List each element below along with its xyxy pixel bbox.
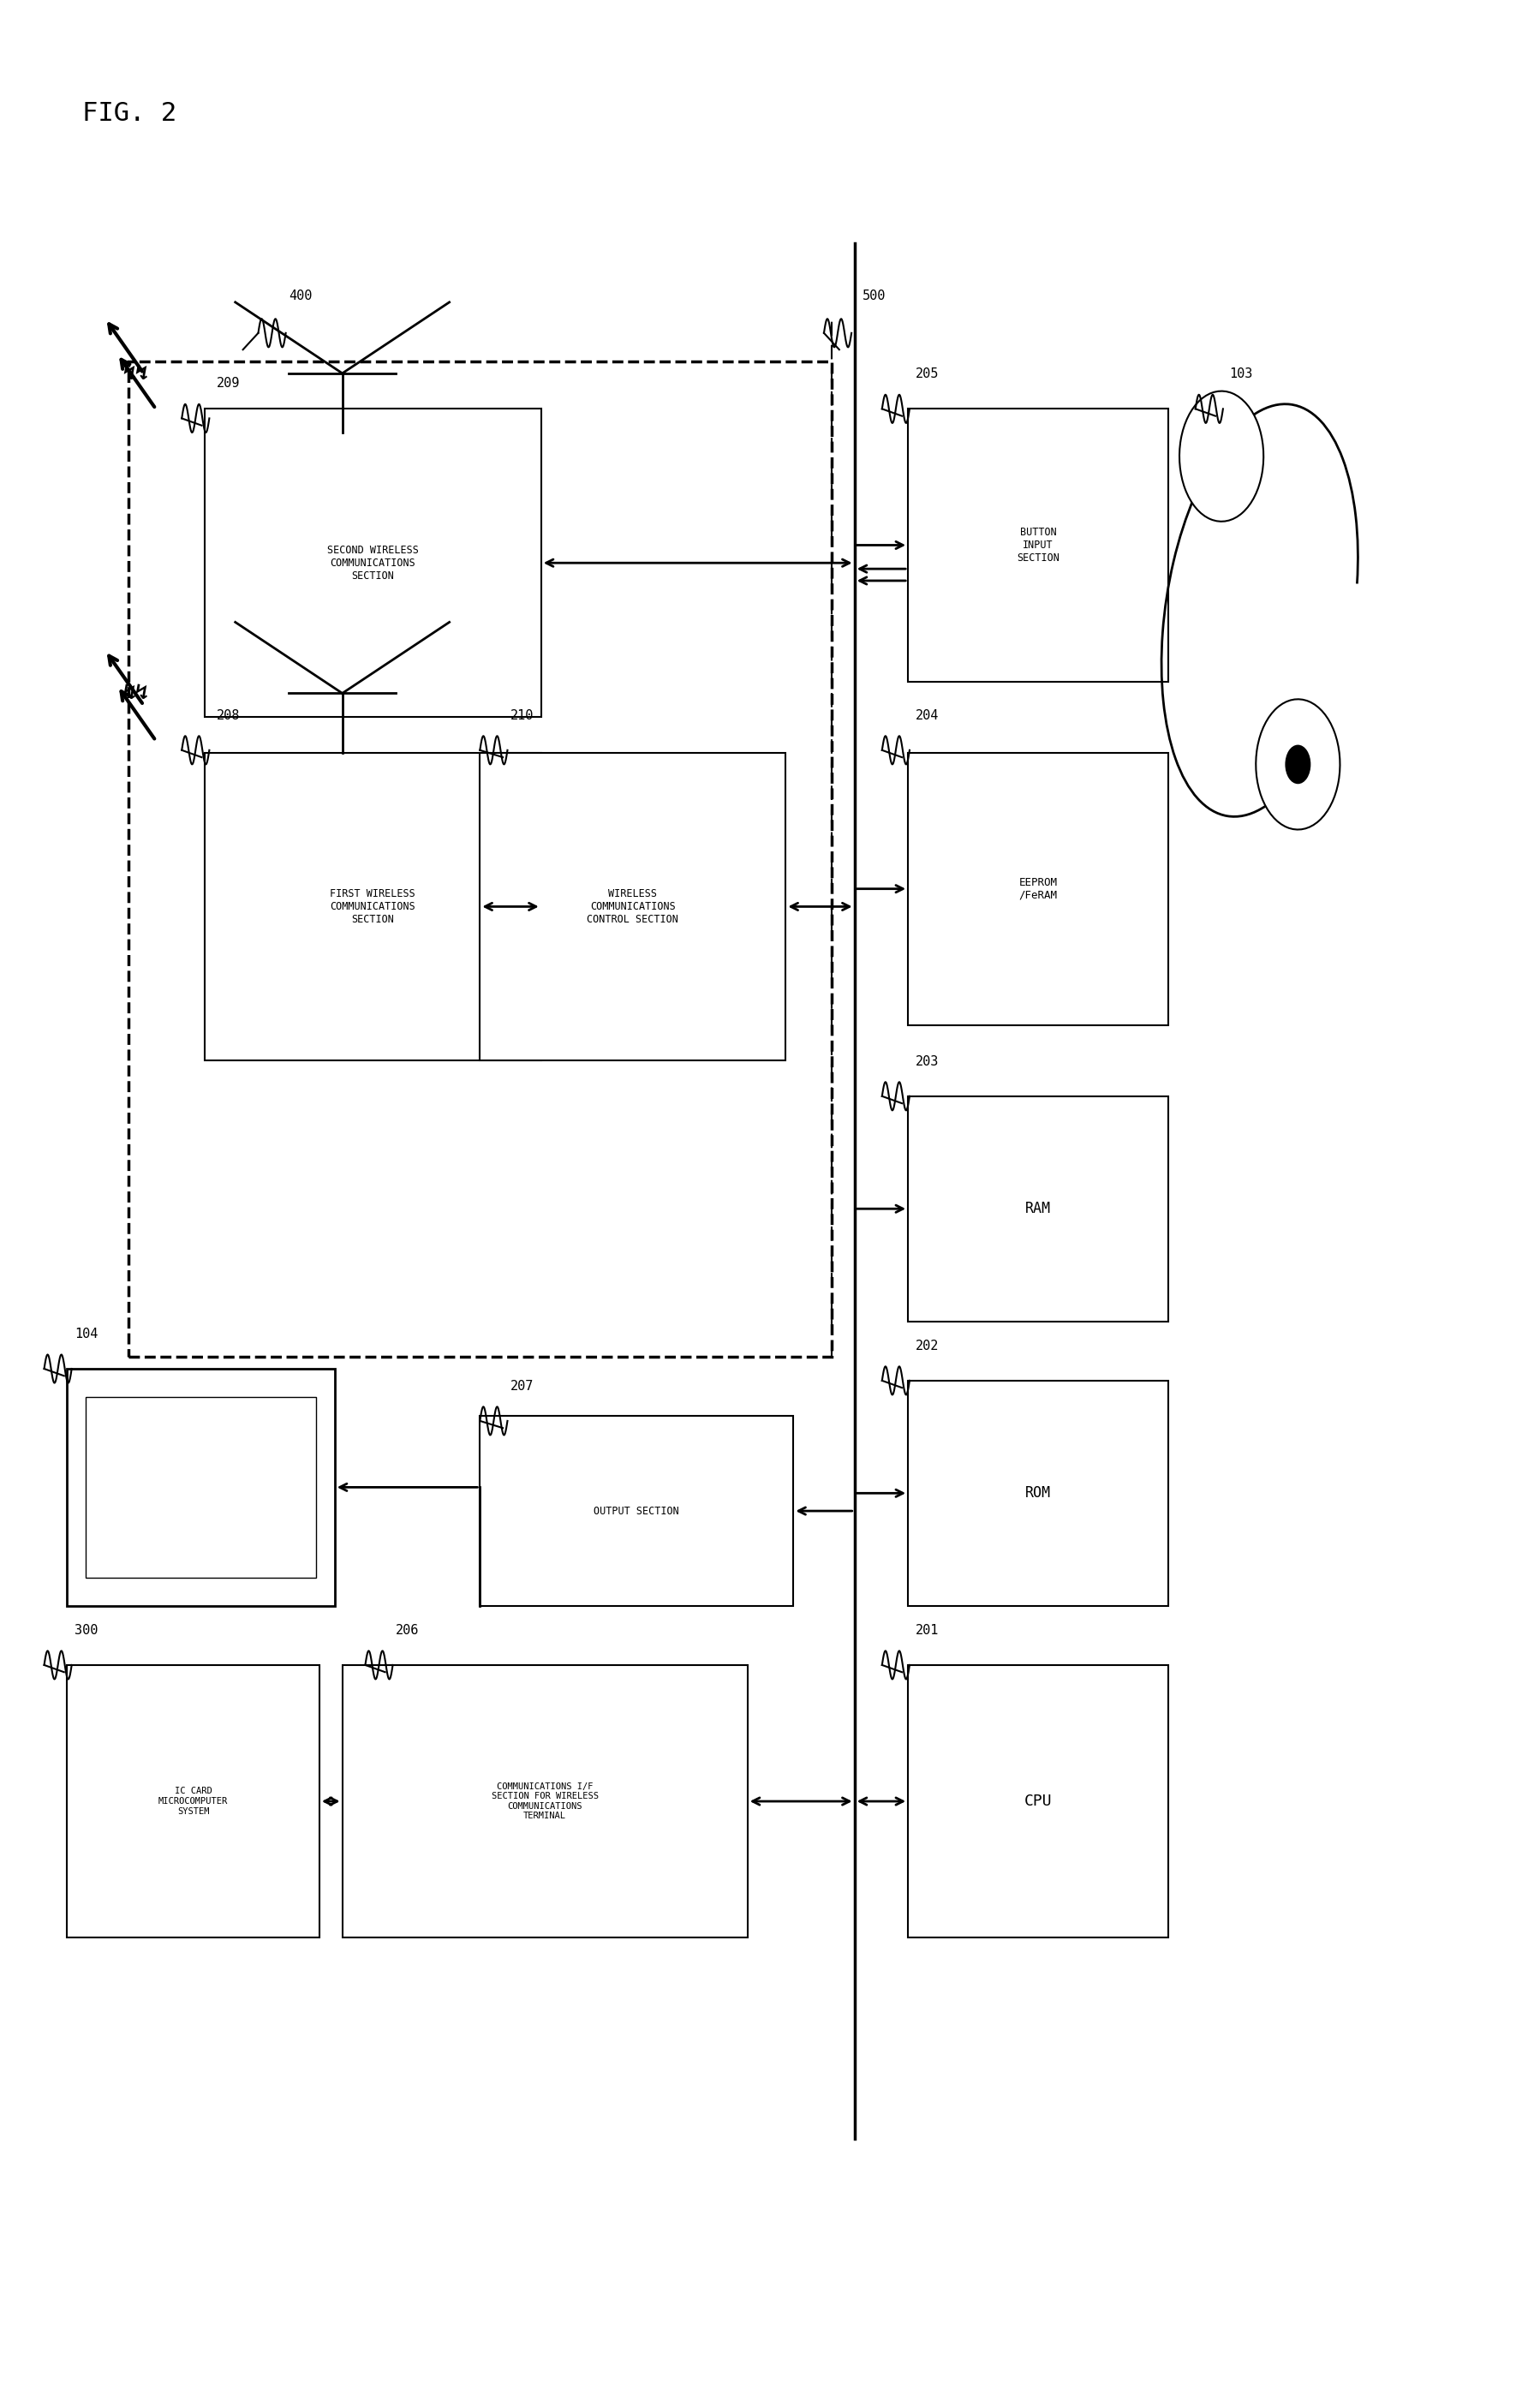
- Text: 300: 300: [75, 1625, 99, 1636]
- FancyBboxPatch shape: [907, 1382, 1167, 1605]
- Text: ROM: ROM: [1024, 1486, 1050, 1501]
- Ellipse shape: [1255, 700, 1340, 829]
- FancyBboxPatch shape: [205, 410, 541, 717]
- Text: FIRST WIRELESS
COMMUNICATIONS
SECTION: FIRST WIRELESS COMMUNICATIONS SECTION: [330, 888, 416, 924]
- Text: EEPROM
/FeRAM: EEPROM /FeRAM: [1018, 877, 1056, 900]
- FancyBboxPatch shape: [85, 1398, 316, 1577]
- Text: FIG. 2: FIG. 2: [82, 100, 177, 126]
- Text: 209: 209: [217, 376, 240, 391]
- Circle shape: [1284, 746, 1309, 784]
- Text: COMMUNICATIONS I/F
SECTION FOR WIRELESS
COMMUNICATIONS
TERMINAL: COMMUNICATIONS I/F SECTION FOR WIRELESS …: [491, 1782, 598, 1820]
- FancyBboxPatch shape: [907, 1665, 1167, 1937]
- Text: BUTTON
INPUT
SECTION: BUTTON INPUT SECTION: [1016, 526, 1060, 565]
- Text: ↯↯: ↯↯: [123, 684, 149, 703]
- Text: RAM: RAM: [1024, 1201, 1050, 1217]
- Text: 203: 203: [915, 1055, 938, 1067]
- Text: 205: 205: [915, 367, 938, 381]
- Text: 207: 207: [510, 1379, 534, 1393]
- FancyBboxPatch shape: [479, 753, 785, 1060]
- Text: 204: 204: [915, 710, 938, 722]
- Text: 400: 400: [288, 288, 313, 303]
- FancyBboxPatch shape: [205, 753, 541, 1060]
- Text: ↯↯: ↯↯: [123, 362, 149, 384]
- FancyBboxPatch shape: [907, 410, 1167, 681]
- Text: 210: 210: [510, 710, 534, 722]
- FancyBboxPatch shape: [479, 1417, 793, 1605]
- Text: 104: 104: [75, 1327, 99, 1341]
- Text: SECOND WIRELESS
COMMUNICATIONS
SECTION: SECOND WIRELESS COMMUNICATIONS SECTION: [326, 545, 419, 581]
- Text: OUTPUT SECTION: OUTPUT SECTION: [593, 1505, 679, 1517]
- FancyBboxPatch shape: [68, 1665, 319, 1937]
- Text: 500: 500: [862, 288, 886, 303]
- Text: 202: 202: [915, 1339, 938, 1353]
- Text: 208: 208: [217, 710, 240, 722]
- Text: CPU: CPU: [1024, 1794, 1052, 1808]
- FancyBboxPatch shape: [907, 1096, 1167, 1322]
- Text: IC CARD
MICROCOMPUTER
SYSTEM: IC CARD MICROCOMPUTER SYSTEM: [159, 1786, 228, 1815]
- Text: WIRELESS
COMMUNICATIONS
CONTROL SECTION: WIRELESS COMMUNICATIONS CONTROL SECTION: [587, 888, 678, 924]
- Text: 201: 201: [915, 1625, 938, 1636]
- FancyBboxPatch shape: [342, 1665, 747, 1937]
- Text: 103: 103: [1229, 367, 1252, 381]
- FancyBboxPatch shape: [907, 753, 1167, 1024]
- Text: 206: 206: [396, 1625, 419, 1636]
- Ellipse shape: [1178, 391, 1263, 522]
- FancyBboxPatch shape: [68, 1370, 334, 1605]
